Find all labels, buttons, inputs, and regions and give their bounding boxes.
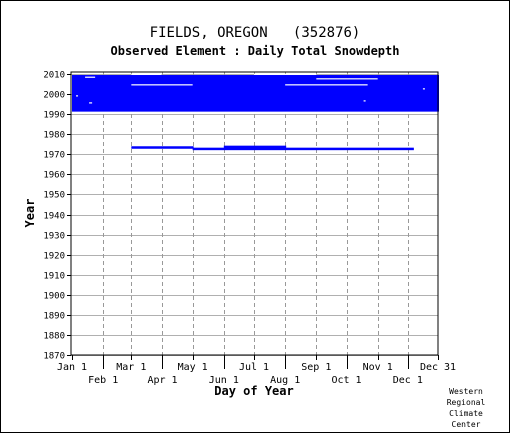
x-tick-label: Mar 1	[116, 362, 146, 373]
y-tick-label: 1960	[43, 171, 65, 181]
observed-span	[72, 105, 439, 108]
observed-span	[72, 83, 439, 86]
missing-span	[422, 88, 425, 90]
observed-span	[72, 75, 439, 78]
y-tick-label: 1900	[43, 292, 65, 302]
x-axis-ticks: Jan 1 Mar 1 May 1 Jul 1 Sep 1 Nov 1 Dec 31 Feb …	[57, 355, 456, 386]
missing-span	[316, 78, 378, 80]
observed-span	[72, 95, 439, 98]
missing-span	[89, 102, 93, 104]
credit-line: Regional	[446, 398, 486, 407]
observed-span	[72, 103, 439, 106]
credit-line: Climate	[449, 409, 483, 418]
y-tick-label: 1910	[43, 272, 65, 282]
credit-line: Center	[451, 420, 481, 429]
y-tick-label: 1940	[43, 212, 65, 222]
credit-block: Western Regional Climate Center	[436, 386, 496, 430]
y-tick-label: 1970	[43, 151, 65, 161]
x-tick-label: Sep 1	[301, 362, 331, 373]
observed-span	[72, 81, 439, 84]
y-tick-label: 2000	[43, 91, 65, 101]
observed-span	[72, 79, 439, 82]
y-tick-label: 2010	[43, 71, 65, 81]
x-tick-label: Apr 1	[147, 375, 177, 386]
y-tick-label: 1890	[43, 312, 65, 322]
x-tick-label: Jun 1	[209, 375, 239, 386]
observed-span	[72, 107, 439, 110]
y-axis-ticks: 1870 1880 1890 1900 1910 1920 1930 1940 1950 1960…	[43, 71, 71, 362]
x-tick-label: Dec 31	[420, 362, 456, 373]
y-tick-label: 1880	[43, 332, 65, 342]
y-tick-label: 1990	[43, 111, 65, 121]
y-tick-label: 1980	[43, 131, 65, 141]
observed-span	[72, 91, 439, 94]
x-tick-label: Dec 1	[393, 375, 423, 386]
observed-span	[72, 99, 439, 102]
credit-line: Western	[449, 387, 483, 396]
x-tick-label: May 1	[178, 362, 208, 373]
missing-span	[85, 76, 96, 78]
observed-span	[72, 109, 439, 112]
x-tick-label: Jul 1	[239, 362, 269, 373]
y-tick-label: 1870	[43, 352, 65, 362]
observed-span	[72, 93, 439, 96]
chart-title: FIELDS, OREGON (352876)	[149, 25, 361, 41]
chart-subtitle: Observed Element : Daily Total Snowdepth	[110, 44, 400, 58]
x-axis-label: Day of Year	[214, 384, 293, 398]
x-tick-label: Feb 1	[88, 375, 118, 386]
missing-span	[253, 73, 317, 76]
x-tick-label: Jan 1	[57, 362, 87, 373]
x-tick-label: Aug 1	[270, 375, 300, 386]
missing-span	[131, 73, 162, 76]
x-tick-label: Oct 1	[331, 375, 361, 386]
observed-span	[223, 145, 287, 149]
observed-span	[72, 77, 439, 80]
y-tick-label: 1930	[43, 232, 65, 242]
missing-span	[363, 100, 366, 102]
y-tick-label: 1950	[43, 191, 65, 201]
missing-span	[131, 84, 193, 86]
y-axis-label: Year	[23, 199, 37, 228]
observed-span	[72, 89, 439, 92]
data-marks	[72, 73, 439, 151]
x-tick-label: Nov 1	[363, 362, 393, 373]
observed-span	[72, 87, 439, 90]
observed-span	[192, 147, 414, 151]
observed-span	[72, 101, 439, 104]
observed-span	[131, 146, 194, 149]
observed-span	[72, 85, 439, 88]
observed-span	[72, 97, 439, 100]
missing-span	[76, 95, 79, 97]
missing-span	[285, 84, 368, 86]
y-tick-label: 1920	[43, 252, 65, 262]
grid-lines	[71, 72, 438, 356]
